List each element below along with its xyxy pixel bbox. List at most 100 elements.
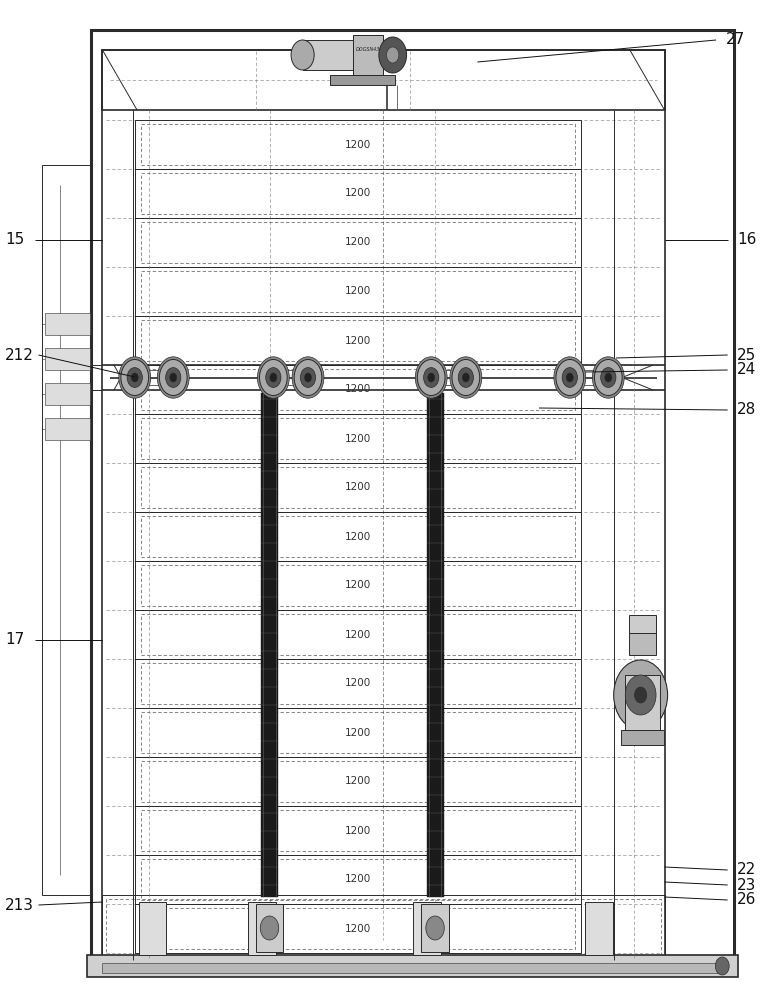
Bar [621,730,664,745]
Bar [135,512,581,561]
Circle shape [379,37,407,73]
Bar [330,75,395,85]
Text: 1200: 1200 [345,874,371,884]
Bar [106,899,661,956]
Bar [42,165,92,895]
Text: 1200: 1200 [345,188,371,198]
Bar [45,313,90,335]
Text: 213: 213 [5,898,34,912]
Bar [45,418,90,440]
Bar [141,418,575,459]
Bar [135,169,581,218]
Text: 1200: 1200 [345,483,371,492]
Circle shape [566,373,573,382]
Circle shape [592,357,624,398]
Bar [303,40,353,70]
Text: 25: 25 [738,348,756,362]
Circle shape [554,357,586,398]
Bar [102,895,665,960]
Bar [141,222,575,263]
Circle shape [291,40,314,70]
Bar [353,35,383,75]
Text: 1200: 1200 [345,532,371,542]
Text: 26: 26 [737,892,757,908]
Circle shape [415,357,447,398]
Circle shape [428,373,434,382]
Circle shape [715,957,729,975]
Circle shape [127,368,142,387]
Bar [135,561,581,610]
Circle shape [556,360,584,395]
Bar [141,810,575,851]
Bar [256,904,283,952]
Bar [102,50,665,960]
Circle shape [450,357,482,398]
Circle shape [417,360,445,395]
Bar [135,463,581,512]
Bar [45,383,90,405]
Bar [629,615,656,633]
Bar [135,855,581,904]
Text: 28: 28 [738,402,756,418]
Bar [139,902,166,955]
Circle shape [294,360,322,395]
Text: 1200: 1200 [345,434,371,444]
Bar [625,675,660,730]
Bar [141,908,575,949]
Bar [248,902,276,955]
Text: 1200: 1200 [345,630,371,640]
Text: 17: 17 [6,633,25,648]
Circle shape [594,360,622,395]
Circle shape [605,373,612,382]
Bar [261,393,278,897]
Text: 16: 16 [737,232,757,247]
Circle shape [257,357,290,398]
Bar [135,414,581,463]
Circle shape [260,916,279,940]
Bar [135,610,581,659]
Bar [135,365,581,414]
Text: 1200: 1200 [345,826,371,836]
Circle shape [424,368,439,387]
Text: 1200: 1200 [345,776,371,786]
Bar [141,369,575,410]
Text: 1200: 1200 [345,728,371,738]
Circle shape [562,368,578,387]
Text: 23: 23 [737,878,757,892]
Circle shape [121,360,149,395]
Bar [135,120,581,169]
Bar [141,712,575,753]
Text: 27: 27 [725,32,745,47]
Bar [45,348,90,370]
Bar [141,663,575,704]
Bar [102,50,665,110]
Circle shape [300,368,316,387]
Bar [141,565,575,606]
Bar [102,963,722,973]
Bar [141,761,575,802]
Circle shape [131,373,139,382]
Circle shape [266,368,281,387]
Bar [91,30,734,975]
Text: 1200: 1200 [345,679,371,689]
Text: 1200: 1200 [345,924,371,934]
Circle shape [387,47,399,63]
Circle shape [634,687,647,703]
Text: 1200: 1200 [345,384,371,394]
Bar [135,806,581,855]
Bar [585,902,613,955]
Text: 1200: 1200 [345,139,371,149]
Bar [141,320,575,361]
Bar [141,516,575,557]
Circle shape [601,368,616,387]
Bar [421,904,449,952]
Bar [135,218,581,267]
Bar [141,467,575,508]
Text: 1200: 1200 [345,286,371,296]
Bar [141,173,575,214]
Bar [141,614,575,655]
Bar [135,267,581,316]
Bar [413,902,441,955]
Bar [141,859,575,900]
Circle shape [462,373,470,382]
